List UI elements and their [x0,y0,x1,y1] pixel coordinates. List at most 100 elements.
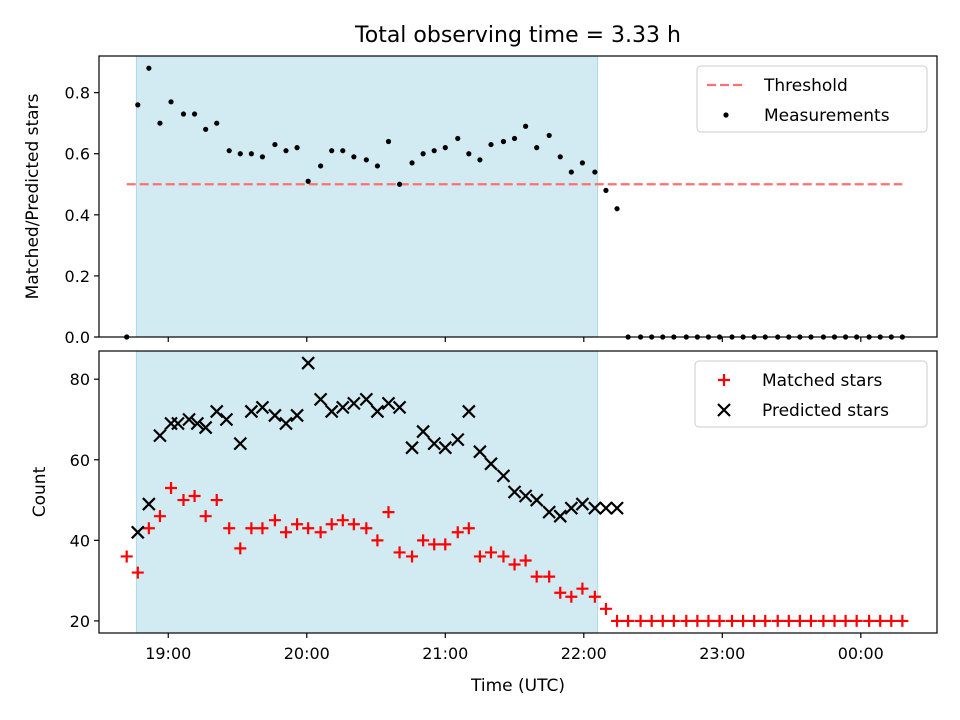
data-point [135,102,141,108]
data-point [439,538,452,551]
data-point [226,148,232,154]
data-point [497,550,510,563]
data-point [393,546,406,559]
data-point [592,169,598,175]
data-point [477,157,483,163]
data-point [325,518,338,531]
data-point [511,135,518,142]
y-tick-label: 80 [70,370,90,389]
data-point [157,120,163,126]
data-point [462,404,476,419]
data-point [611,614,624,627]
data-point [431,148,437,154]
data-point [329,148,335,154]
data-point [488,141,494,148]
data-point [198,420,213,435]
data-point [507,485,522,499]
data-point [146,65,152,71]
data-point [409,160,415,166]
data-point [634,614,647,627]
data-point [530,570,543,583]
data-point [210,494,223,507]
y-axis-label: Matched/Predicted stars [23,93,43,299]
data-point [381,396,396,411]
data-point [382,506,395,519]
observing-window-band [135,55,599,338]
data-point [557,154,563,160]
data-point [599,602,612,615]
data-point [568,169,574,175]
data-point [279,526,292,539]
legend: Threshold Measurements [696,65,928,133]
data-point [214,120,220,126]
data-point [603,187,609,193]
data-point [188,490,201,503]
data-point [153,510,166,523]
data-point [279,416,293,431]
data-point [294,145,300,151]
axes-frame [98,55,938,338]
data-point [828,614,841,627]
data-point [462,522,475,535]
data-point [518,489,533,503]
data-point [272,141,278,148]
data-point [451,526,464,539]
data-point [370,404,385,419]
axes-frame [98,350,938,634]
data-point [579,160,586,166]
data-point [599,501,613,515]
data-point [529,493,544,507]
data-point [318,163,324,169]
data-point [896,614,909,627]
data-point [191,111,198,117]
data-point [534,145,540,151]
data-point [405,440,419,455]
data-point [182,412,196,427]
data-point [546,132,552,139]
data-point [500,138,507,145]
data-point [142,522,155,535]
data-point [244,404,259,419]
data-point [359,392,374,407]
data-point [553,509,568,523]
data-point [450,432,465,447]
data-point [131,525,145,540]
data-point [466,151,472,157]
data-point [351,154,357,160]
y-tick-label: 40 [70,531,90,550]
legend-swatch [723,112,729,118]
data-point [396,181,403,187]
data-point [283,148,289,154]
data-point [385,138,392,145]
chart-title: Total observing time = 3.33 h [354,23,681,48]
top-panel: 0.0 0.2 0.4 0.6 0.8 Matched/Predicted stars Th… [23,55,938,347]
data-point [392,400,407,415]
y-tick-label: 0.2 [65,267,90,286]
data-point [363,157,369,163]
y-axis-label: Count [30,466,50,517]
data-point [171,416,185,431]
data-point [508,558,521,571]
data-point [576,582,589,595]
data-point [839,614,852,627]
data-point [131,566,144,579]
data-point [554,586,567,599]
data-point [336,514,349,527]
data-point [209,404,224,419]
y-tick-label: 20 [70,612,90,631]
y-tick-label: 60 [70,451,90,470]
x-tick-label: 21:00 [422,644,468,663]
x-tick-label: 19:00 [145,644,191,663]
data-point [180,111,187,117]
data-point [336,400,350,415]
data-point [406,550,419,563]
data-point [268,514,281,527]
data-point [428,538,441,551]
data-point [442,145,448,151]
data-point [713,614,726,627]
data-point [622,614,635,627]
y-tick-label: 0.8 [65,84,90,103]
data-point [268,408,282,423]
data-point [782,614,795,627]
